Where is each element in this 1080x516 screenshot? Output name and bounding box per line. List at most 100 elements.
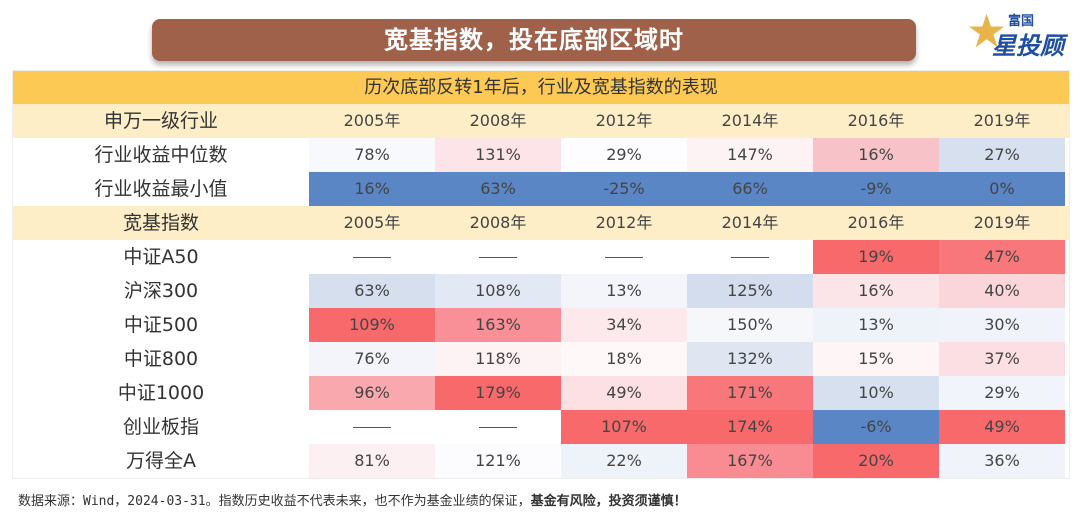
cell-value: 66% <box>732 179 768 198</box>
no-data-dash <box>479 257 517 258</box>
table-cell: -9% <box>813 172 939 206</box>
cell-value: 171% <box>727 383 773 402</box>
footer-note: 数据来源：Wind，2024-03-31。指数历史收益不代表未来，也不作为基金业… <box>18 490 687 509</box>
header-row: 申万一级行业 2005年 2008年 2012年 2014年 2016年 2019年 <box>13 104 1069 138</box>
cell-value: 121% <box>475 451 521 470</box>
table-cell: 47% <box>939 240 1065 274</box>
table-cell: 132% <box>687 342 813 376</box>
header-row: 宽基指数 2005年 2008年 2012年 2014年 2016年 2019年 <box>13 206 1069 240</box>
cell-value: -25% <box>603 179 645 198</box>
row-label: 万得全A <box>126 450 196 472</box>
table-cell: 118% <box>435 342 561 376</box>
table-cell: 179% <box>435 376 561 410</box>
cell-value: 49% <box>984 417 1020 436</box>
table-cell: 22% <box>561 444 687 478</box>
year-header: 2016年 <box>847 213 905 232</box>
cell-value: 36% <box>984 451 1020 470</box>
row-label: 中证500 <box>123 314 199 336</box>
row-label: 中证800 <box>123 348 199 370</box>
table-cell: 49% <box>939 410 1065 444</box>
year-header: 2012年 <box>595 213 653 232</box>
table-cell: 131% <box>435 138 561 172</box>
cell-value: 179% <box>475 383 521 402</box>
cell-value: 22% <box>606 451 642 470</box>
table-row: 中证1000 96% 179% 49% 171% 10% 29% <box>13 376 1069 410</box>
table-row: 万得全A 81% 121% 22% 167% 20% 36% <box>13 444 1069 478</box>
year-header: 2019年 <box>973 111 1031 130</box>
table-cell: 15% <box>813 342 939 376</box>
row-label: 创业板指 <box>122 416 199 438</box>
table-row: 沪深300 63% 108% 13% 125% 16% 40% <box>13 274 1069 308</box>
footer-source: 数据来源：Wind，2024-03-31。指数历史收益不代表未来，也不作为基金业… <box>18 494 531 509</box>
table-cell: 19% <box>813 240 939 274</box>
header-label: 宽基指数 <box>122 212 199 234</box>
year-header: 2008年 <box>469 111 527 130</box>
row-label: 行业收益最小值 <box>94 178 228 200</box>
table-cell: 10% <box>813 376 939 410</box>
cell-value: 34% <box>606 315 642 334</box>
no-data-dash <box>353 257 391 258</box>
table-cell: -6% <box>813 410 939 444</box>
cell-value: 20% <box>858 451 894 470</box>
cell-value: 15% <box>858 349 894 368</box>
table-cell: 37% <box>939 342 1065 376</box>
table-cell: 76% <box>309 342 435 376</box>
cell-value: 76% <box>354 349 390 368</box>
row-label: 行业收益中位数 <box>94 144 228 166</box>
cell-value: 150% <box>727 315 773 334</box>
table-cell: 36% <box>939 444 1065 478</box>
cell-value: 107% <box>601 417 647 436</box>
table-cell: 40% <box>939 274 1065 308</box>
cell-value: 13% <box>606 281 642 300</box>
table-cell: 27% <box>939 138 1065 172</box>
table-cell <box>435 410 561 444</box>
table-cell: 78% <box>309 138 435 172</box>
cell-value: 19% <box>858 247 894 266</box>
cell-value: 81% <box>354 451 390 470</box>
table-cell: 66% <box>687 172 813 206</box>
year-header: 2014年 <box>721 213 779 232</box>
year-header: 2012年 <box>595 111 653 130</box>
cell-value: 16% <box>858 145 894 164</box>
cell-value: 132% <box>727 349 773 368</box>
footer-risk-warning: 基金有风险，投资须谨慎！ <box>530 494 687 509</box>
cell-value: 47% <box>984 247 1020 266</box>
table-cell: 13% <box>813 308 939 342</box>
cell-value: 63% <box>480 179 516 198</box>
row-label: 中证1000 <box>117 382 205 404</box>
table-cell: 107% <box>561 410 687 444</box>
table-row: 中证500 109% 163% 34% 150% 13% 30% <box>13 308 1069 342</box>
cell-value: 29% <box>606 145 642 164</box>
year-header: 2016年 <box>847 111 905 130</box>
table-cell: 96% <box>309 376 435 410</box>
table-cell: 0% <box>939 172 1065 206</box>
table-cell: 49% <box>561 376 687 410</box>
cell-value: 174% <box>727 417 773 436</box>
performance-table: 历次底部反转1年后，行业及宽基指数的表现 申万一级行业 2005年 2008年 201… <box>12 70 1070 479</box>
logo-line1: 富国 <box>1008 14 1035 29</box>
table-cell <box>309 410 435 444</box>
table-cell <box>561 240 687 274</box>
no-data-dash <box>605 257 643 258</box>
cell-value: 131% <box>475 145 521 164</box>
cell-value: 78% <box>354 145 390 164</box>
no-data-dash <box>731 257 769 258</box>
table-row: 行业收益中位数 78% 131% 29% 147% 16% 27% <box>13 138 1069 172</box>
table-caption: 历次底部反转1年后，行业及宽基指数的表现 <box>13 71 1069 104</box>
table-cell: 34% <box>561 308 687 342</box>
table-cell: 121% <box>435 444 561 478</box>
cell-value: 37% <box>984 349 1020 368</box>
table-cell: 16% <box>813 274 939 308</box>
cell-value: 163% <box>475 315 521 334</box>
year-header: 2014年 <box>721 111 779 130</box>
cell-value: 96% <box>354 383 390 402</box>
page-title: 宽基指数，投在底部区域时 <box>152 19 916 61</box>
row-label: 中证A50 <box>123 246 199 268</box>
table-cell: 150% <box>687 308 813 342</box>
table-cell: 167% <box>687 444 813 478</box>
cell-value: 13% <box>858 315 894 334</box>
table-cell: 20% <box>813 444 939 478</box>
table-cell: 171% <box>687 376 813 410</box>
year-header: 2019年 <box>973 213 1031 232</box>
table-cell: 125% <box>687 274 813 308</box>
